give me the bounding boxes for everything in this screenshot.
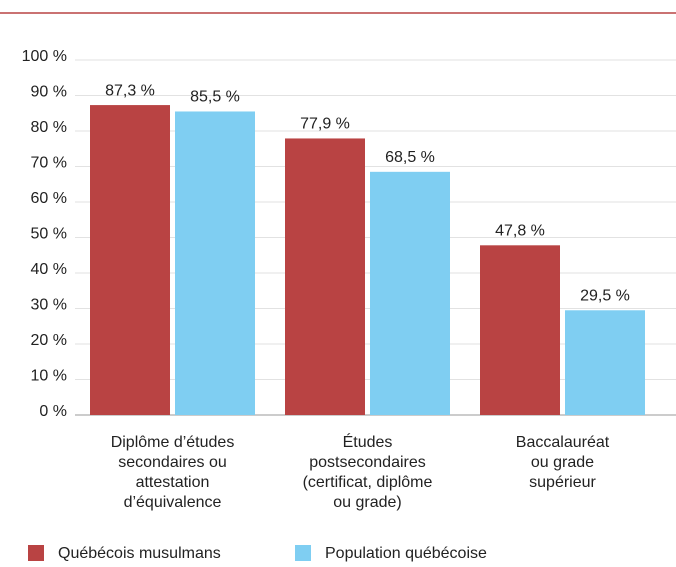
y-tick-label: 40 %	[31, 261, 67, 278]
y-tick-label: 20 %	[31, 332, 67, 349]
y-tick-label: 30 %	[31, 297, 67, 314]
bar	[175, 111, 255, 415]
y-tick-label: 70 %	[31, 155, 67, 172]
x-tick-label: d’équivalence	[124, 494, 222, 511]
bar	[90, 105, 170, 416]
legend-swatch	[28, 545, 44, 561]
x-tick-label: secondaires ou	[118, 454, 227, 471]
bar	[370, 171, 450, 415]
value-label: 68,5 %	[385, 149, 435, 166]
y-tick-label: 90 %	[31, 84, 67, 101]
value-label: 87,3 %	[105, 82, 155, 99]
x-tick-label: ou grade	[531, 454, 594, 471]
x-tick-label: Baccalauréat	[516, 434, 610, 451]
y-tick-label: 80 %	[31, 119, 67, 136]
bar	[480, 245, 560, 415]
value-label: 85,5 %	[190, 89, 240, 106]
value-label: 77,9 %	[300, 116, 350, 133]
x-tick-label: ou grade)	[333, 494, 402, 511]
x-tick-label: postsecondaires	[309, 454, 426, 471]
value-label: 47,8 %	[495, 223, 545, 240]
value-label: 29,5 %	[580, 287, 630, 304]
y-tick-label: 10 %	[31, 368, 67, 385]
legend-swatch	[295, 545, 311, 561]
x-tick-label: Études	[343, 432, 393, 451]
x-tick-label: supérieur	[529, 474, 596, 491]
bar	[565, 310, 645, 415]
y-tick-label: 60 %	[31, 190, 67, 207]
y-tick-label: 0 %	[39, 403, 67, 420]
x-tick-label: (certificat, diplôme	[303, 474, 433, 491]
x-tick-label: Diplôme d’études	[111, 434, 235, 451]
y-tick-label: 100 %	[22, 48, 67, 65]
x-tick-label: attestation	[136, 474, 210, 491]
legend-label: Québécois musulmans	[58, 545, 221, 562]
bar	[285, 138, 365, 415]
legend-label: Population québécoise	[325, 545, 487, 562]
y-tick-label: 50 %	[31, 226, 67, 243]
